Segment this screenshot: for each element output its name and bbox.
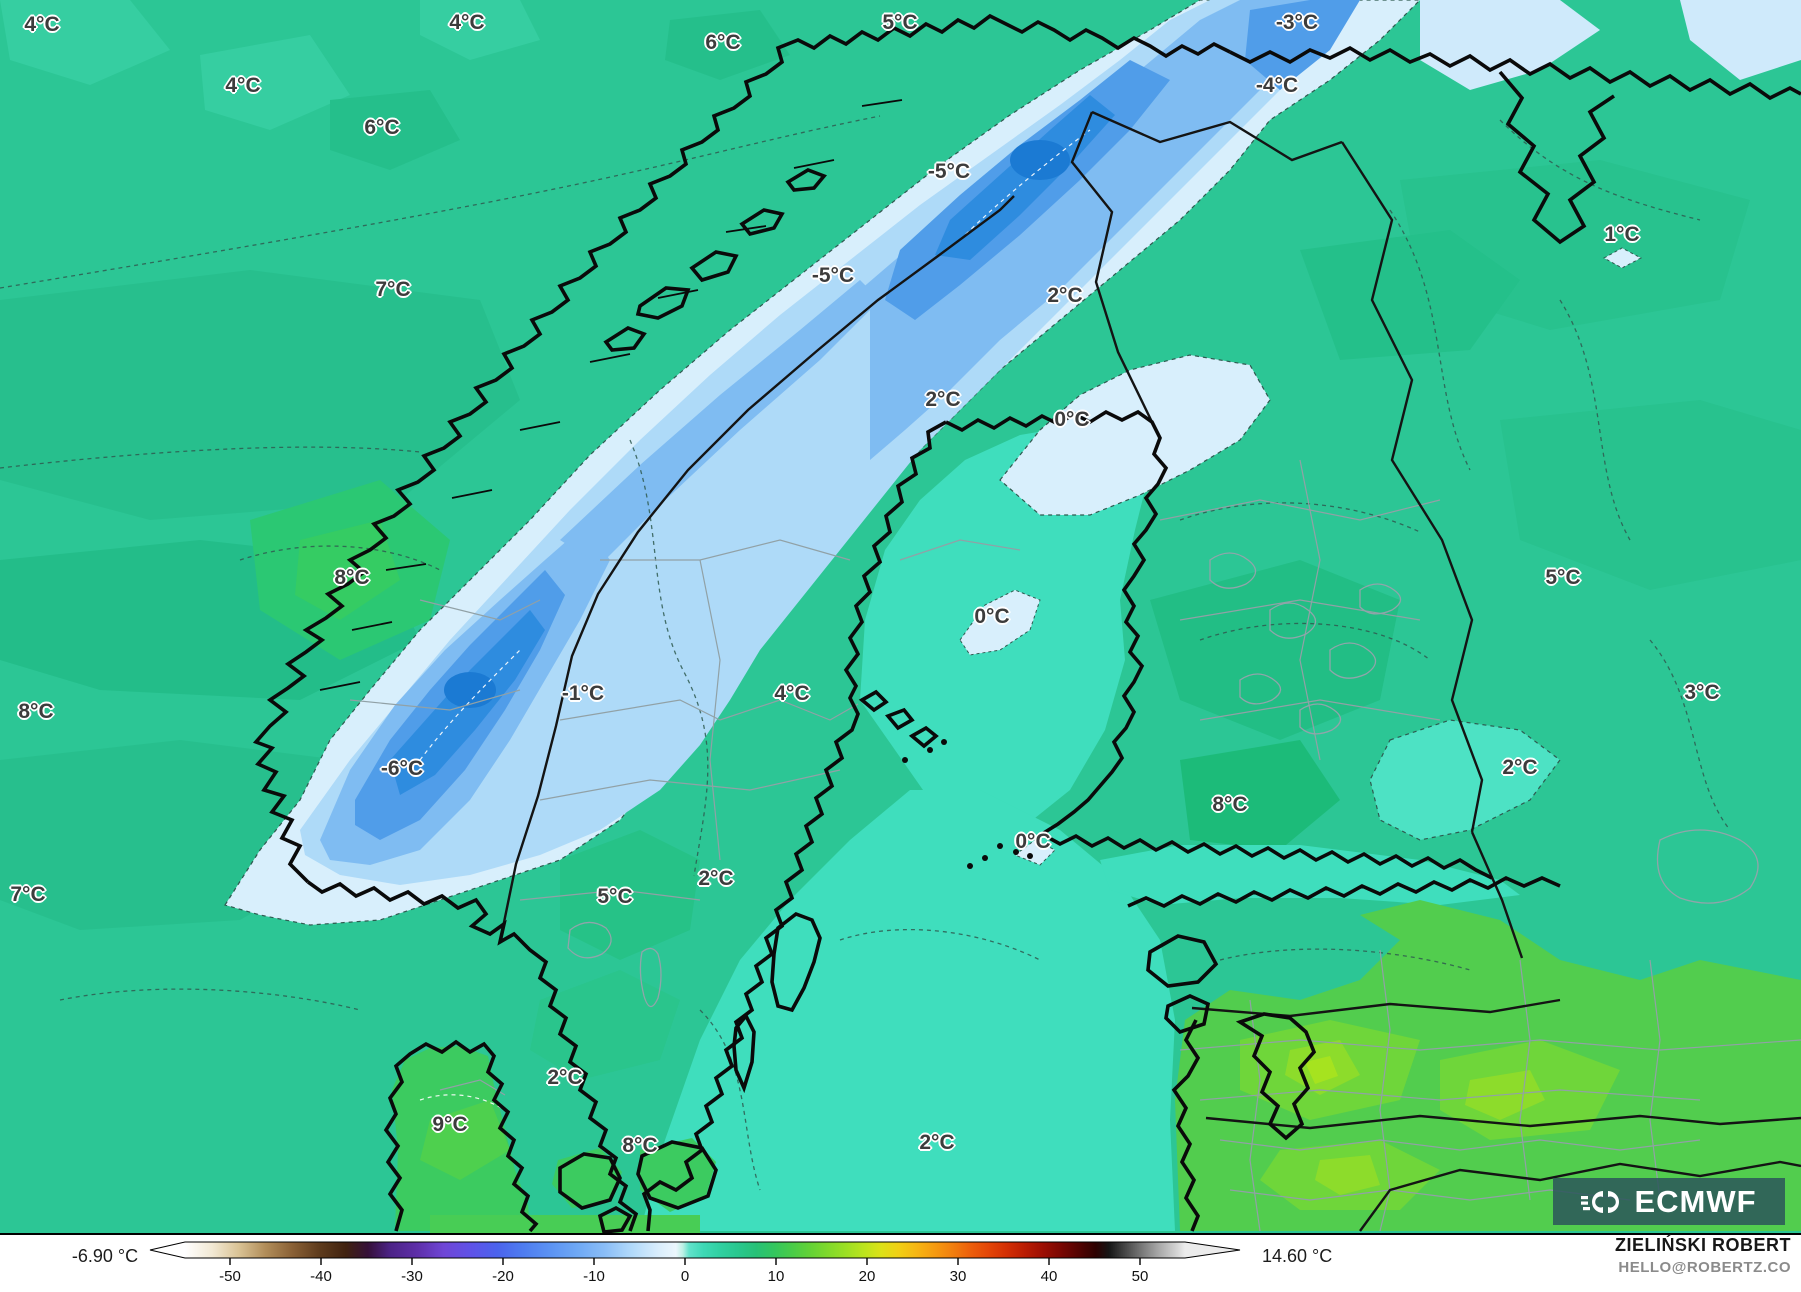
riga-bay	[1235, 1012, 1317, 1141]
colorbar-tick-label: -50	[219, 1268, 241, 1285]
colorbar-tick-label: 10	[768, 1268, 785, 1285]
colorbar-tick-label: -30	[401, 1268, 423, 1285]
contour-lines-white	[419, 129, 1091, 1111]
denmark-zealand	[636, 1140, 718, 1210]
sweden-east-coast	[641, 420, 947, 1232]
weather-map: 4°C 4°C 4°C 6°C 7°C 6°C 5°C -5°C -5°C 2°C -3°C -4°C…	[0, 0, 1801, 1235]
norway-south-coast	[306, 880, 639, 1232]
latvia-coast	[1171, 1019, 1201, 1232]
credit-author: ZIELIŃSKI ROBERT	[1614, 1235, 1791, 1255]
colorbar-tick-label: 50	[1132, 1268, 1149, 1285]
contour-lines	[0, 115, 1731, 1191]
colorbar-ticks: -50 -40 -30 -20 -10 0 10 20 30 40 50	[219, 1258, 1148, 1285]
lofoten-1	[635, 286, 691, 320]
lofoten-3	[739, 208, 785, 237]
cold-band-deeper-ne	[935, 95, 1115, 260]
border-finland-russia	[1340, 141, 1484, 833]
cold-band-mid-arm	[560, 280, 880, 565]
denmark-funen	[558, 1152, 622, 1210]
colorbar-max-label: 14.60 °C	[1262, 1246, 1332, 1266]
ecmwf-brand-text: ECMWF	[1634, 1184, 1757, 1219]
lakes	[567, 552, 1759, 1008]
lofoten-5	[603, 325, 647, 352]
colorbar-tick-label: -10	[583, 1268, 605, 1285]
stockholm-skerry-1	[858, 689, 889, 713]
warm-green-regions	[250, 480, 1801, 1233]
map-canvas	[0, 0, 1801, 1233]
ecmwf-logo-icon	[1581, 1190, 1620, 1213]
credit-contact: HELLO@ROBERTZ.CO	[1618, 1259, 1791, 1276]
oland	[732, 1012, 756, 1094]
cold-band-mid-ne	[860, 0, 1330, 460]
archipelago-dots	[902, 739, 1033, 869]
denmark-jutland	[383, 1039, 539, 1233]
colorbar-min-label: -6.90 °C	[72, 1246, 138, 1266]
colorbar-band	[149, 1241, 1241, 1259]
pale-pocket-estonia	[1369, 719, 1561, 841]
colorbar-tick-label: -40	[310, 1268, 332, 1285]
estonia-north-coast	[1127, 875, 1561, 909]
legend-footer: -50 -40 -30 -20 -10 0 10 20 30 40 50 -6.90 °C 14.6…	[0, 1235, 1801, 1287]
lofoten-2	[689, 250, 739, 283]
colorbar: -50 -40 -30 -20 -10 0 10 20 30 40 50 -6.90 °C 14.6…	[72, 1241, 1332, 1285]
stockholm-skerry-3	[908, 725, 939, 749]
pale-pocket-bothnia	[999, 354, 1271, 516]
finland-south-coast	[1041, 832, 1493, 880]
national-borders	[500, 110, 1801, 1232]
border-norway-finland	[1091, 110, 1343, 162]
ecmwf-watermark: ECMWF	[1553, 1178, 1785, 1225]
stockholm-skerry-2	[884, 707, 915, 731]
border-norway-sweden	[500, 195, 1015, 933]
gotland	[770, 911, 822, 1013]
coastlines	[252, 13, 1801, 1233]
border-latvia-lithuania	[1205, 1114, 1801, 1130]
cold-band-deep-corner	[1245, 0, 1360, 90]
colorbar-tick-label: 20	[859, 1268, 876, 1285]
colorbar-tick-label: 40	[1041, 1268, 1058, 1285]
fjord-lines	[319, 99, 903, 691]
border-russia-estonia	[1470, 831, 1524, 959]
estonia-island-1	[1146, 934, 1219, 988]
pale-pocket-highcoast	[959, 589, 1041, 656]
pale-diamond-1c	[1602, 247, 1643, 269]
norway-west-coast	[252, 13, 1231, 884]
pale-pocket-archipelago	[1013, 839, 1056, 866]
white-sea-coast	[1498, 70, 1615, 245]
border-lithuania-south	[1359, 1160, 1801, 1232]
colorbar-tick-label: 30	[950, 1268, 967, 1285]
colorbar-tick-label: -20	[492, 1268, 514, 1285]
estonia-island-2	[1164, 994, 1211, 1035]
border-estonia-latvia	[1191, 998, 1561, 1018]
denmark-small-island	[597, 1205, 633, 1233]
kola-coast	[1229, 45, 1801, 101]
cold-band	[224, 0, 1801, 926]
border-sweden-finland	[1070, 111, 1154, 423]
bothnia-finland-coast	[945, 409, 1169, 836]
lofoten-4	[785, 168, 828, 192]
colorbar-tick-label: 0	[681, 1268, 689, 1285]
